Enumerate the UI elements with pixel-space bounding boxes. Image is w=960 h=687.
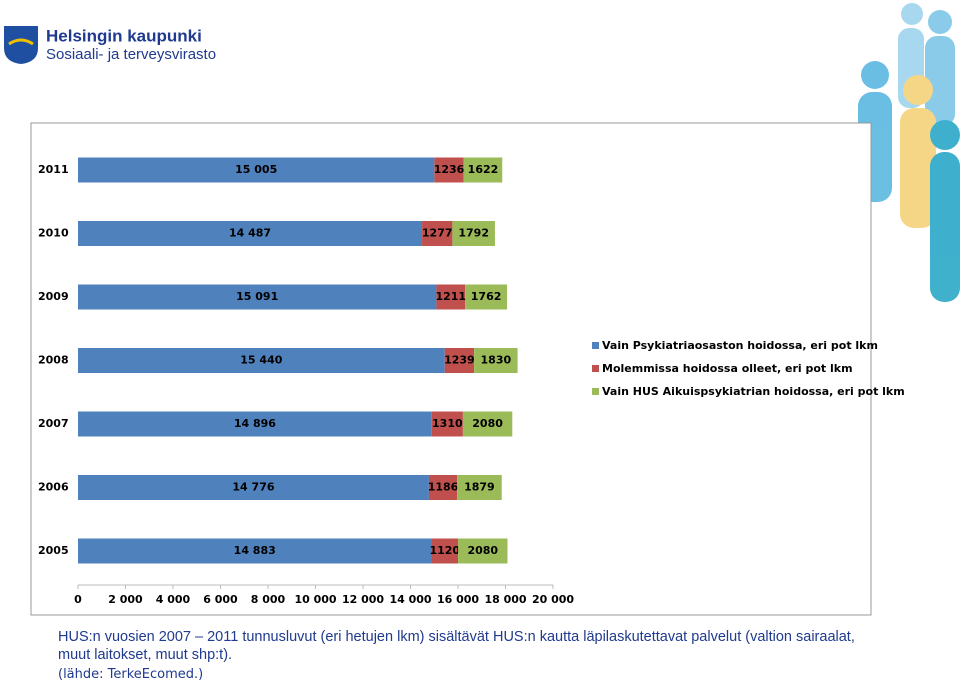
bar-segment <box>458 538 508 564</box>
x-tick-label: 18 000 <box>484 593 526 606</box>
person-body <box>930 152 960 302</box>
data-label: 15 440 <box>240 354 282 367</box>
decoration-people <box>858 3 960 302</box>
data-label: 2080 <box>472 417 503 430</box>
x-tick-label: 6 000 <box>203 593 238 606</box>
bar-segment <box>474 348 518 373</box>
header-subtitle: Sosiaali- ja terveysvirasto <box>46 46 216 63</box>
person-head <box>930 120 960 150</box>
x-tick-label: 10 000 <box>294 593 336 606</box>
data-label: 1277 <box>422 227 453 240</box>
person-body <box>900 108 936 228</box>
legend-swatch <box>592 342 599 349</box>
data-label: 1830 <box>481 354 512 367</box>
bar-segment <box>78 157 435 183</box>
data-label: 15 005 <box>235 163 277 176</box>
data-label: 2080 <box>467 544 498 557</box>
person-head <box>861 61 889 89</box>
person-body <box>925 36 955 126</box>
slide: Helsingin kaupunki Sosiaali- ja terveysv… <box>4 3 960 616</box>
data-label: 15 091 <box>236 290 278 303</box>
bar-segment <box>434 157 464 183</box>
data-label: 1120 <box>429 544 460 557</box>
bar-segment <box>78 411 432 437</box>
bar-segment <box>78 284 437 310</box>
data-label: 1792 <box>458 227 489 240</box>
x-tick-label: 20 000 <box>532 593 574 606</box>
x-tick-label: 4 000 <box>156 593 191 606</box>
bar-segment <box>78 221 423 246</box>
bar-segment <box>422 221 453 246</box>
bar-segment <box>78 348 445 373</box>
x-tick-label: 14 000 <box>389 593 431 606</box>
data-label: 14 896 <box>234 417 276 430</box>
legend-label: Vain HUS Aikuispsykiatrian hoidossa, eri… <box>602 385 905 398</box>
bar-segment <box>428 475 458 500</box>
data-label: 1622 <box>468 163 499 176</box>
logo <box>4 26 38 64</box>
bar-segment <box>444 348 475 373</box>
data-label: 1762 <box>471 290 502 303</box>
legend-label: Molemmissa hoidossa olleet, eri pot lkm <box>602 362 853 375</box>
bar-segment <box>431 538 459 564</box>
x-tick-label: 0 <box>74 593 82 606</box>
data-label: 14 776 <box>232 481 274 494</box>
y-tick-label: 2005 <box>38 544 69 557</box>
person-head <box>903 75 933 105</box>
bar-segment <box>462 411 513 437</box>
bar-segment <box>78 475 429 500</box>
data-label: 1239 <box>444 354 475 367</box>
x-tick-label: 8 000 <box>251 593 286 606</box>
data-label: 1236 <box>434 163 465 176</box>
person-head <box>901 3 923 25</box>
bar-segment <box>465 284 508 310</box>
data-label: 14 883 <box>234 544 276 557</box>
logo-crown <box>8 38 34 46</box>
caption-source: (lähde: TerkeEcomed.) <box>58 667 204 682</box>
bar-segment <box>463 157 503 183</box>
x-tick-label: 2 000 <box>108 593 143 606</box>
bar-segment <box>431 411 463 437</box>
legend-swatch <box>592 388 599 395</box>
y-tick-label: 2009 <box>38 290 69 303</box>
caption: HUS:n vuosien 2007 – 2011 tunnusluvut (e… <box>58 629 855 663</box>
header-title: Helsingin kaupunki <box>46 26 202 45</box>
data-label: 1186 <box>428 481 459 494</box>
data-label: 1211 <box>435 290 466 303</box>
bar-segment <box>78 538 432 564</box>
y-tick-label: 2008 <box>38 354 69 367</box>
y-tick-label: 2006 <box>38 481 69 494</box>
y-tick-label: 2011 <box>38 163 69 176</box>
bar-segment <box>452 221 495 246</box>
x-tick-label: 16 000 <box>437 593 479 606</box>
x-tick-label: 12 000 <box>342 593 384 606</box>
legend-swatch <box>592 365 599 372</box>
data-label: 14 487 <box>229 227 271 240</box>
person-head <box>928 10 952 34</box>
y-tick-label: 2010 <box>38 227 69 240</box>
data-label: 1879 <box>464 481 495 494</box>
legend-label: Vain Psykiatriaosaston hoidossa, eri pot… <box>602 339 878 352</box>
y-tick-label: 2007 <box>38 417 69 430</box>
data-label: 1310 <box>432 417 463 430</box>
bar-segment <box>436 284 466 310</box>
logo-shield <box>4 26 38 64</box>
bar-segment <box>457 475 502 500</box>
